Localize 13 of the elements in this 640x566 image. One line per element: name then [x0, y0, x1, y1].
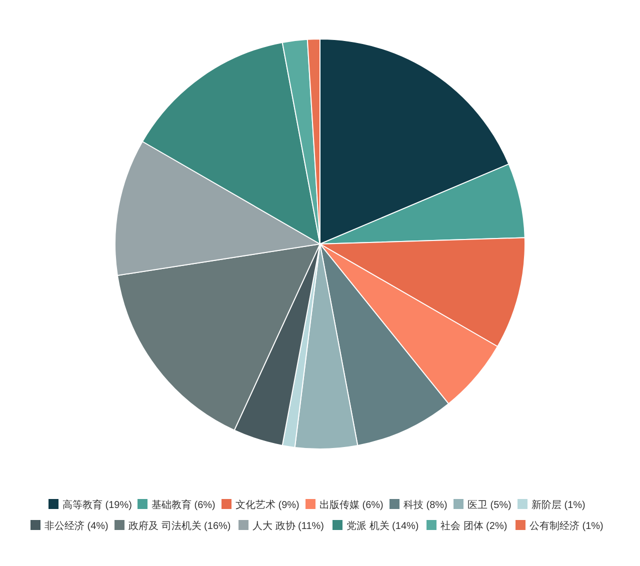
legend-label: 政府及 司法机关 (16%) [128, 520, 231, 532]
legend-label: 医卫 (5%) [468, 500, 512, 511]
legend-label: 高等教育 (19%) [62, 499, 132, 511]
legend-label: 科技 (8%) [404, 499, 448, 511]
legend-label: 新阶层 (1%) [532, 499, 586, 511]
legend-label: 社会 团体 (2%) [440, 520, 508, 532]
legend-label: 非公经济 (4%) [44, 520, 108, 532]
legend-label: 文化艺术 (9%) [236, 499, 300, 511]
legend-label: 公有制经济 (1%) [530, 520, 604, 532]
legend-label: 出版传媒 (6%) [320, 499, 384, 511]
legend-label: 党派 机关 (14%) [346, 520, 419, 532]
legend-label: 人大 政协 (11%) [252, 520, 324, 532]
legend-label: 基础教育 (6%) [152, 499, 216, 511]
